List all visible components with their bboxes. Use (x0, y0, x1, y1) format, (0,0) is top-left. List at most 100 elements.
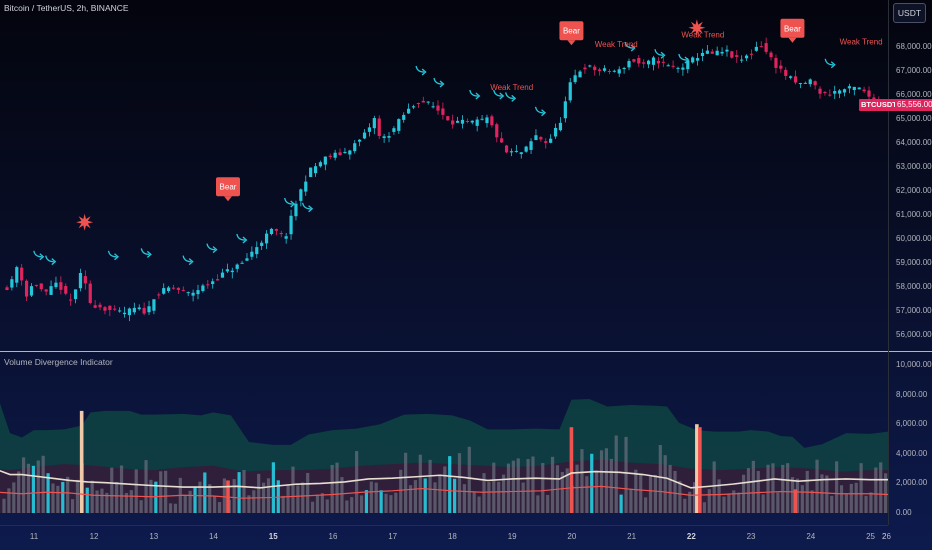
candle-body (744, 55, 749, 59)
volume-bar (639, 474, 643, 513)
volume-bar (17, 471, 21, 513)
volume-ma-line (0, 469, 888, 489)
price-axis-tick: 61,000.00 (896, 210, 932, 219)
trend-arrow-head (51, 258, 57, 266)
candle-body (642, 62, 646, 64)
volume-spike-bar (569, 427, 574, 513)
weak-trend-text: Weak Trend (681, 30, 724, 39)
volume-bar (580, 449, 584, 513)
volume-bar (291, 466, 295, 513)
volume-bar (830, 495, 834, 513)
candle-body (108, 305, 112, 311)
time-axis-tick: 22 (686, 532, 696, 541)
volume-bar (144, 460, 148, 513)
volume-spike-bar (695, 424, 699, 513)
volume-bar (310, 501, 315, 513)
price-axis-tick: 62,000.00 (896, 186, 932, 195)
candle-body (69, 299, 73, 301)
candle-body (558, 122, 563, 131)
candle-body (627, 61, 631, 68)
candle-body (323, 156, 327, 165)
candle-body (617, 69, 621, 74)
volume-axis-tick: 6,000.00 (896, 419, 928, 429)
candle-body (735, 55, 739, 57)
candle-body (480, 118, 484, 120)
candle-body (367, 127, 372, 132)
candle-body (162, 288, 166, 294)
candle-body (764, 43, 768, 52)
candle-body (622, 67, 626, 70)
trend-arrow-head (242, 236, 248, 244)
trend-arrow-head (290, 200, 296, 208)
candle-body (304, 181, 308, 192)
candle-body (20, 267, 24, 281)
candle-body (83, 276, 87, 284)
volume-bar (193, 486, 197, 513)
volume-bar (629, 488, 633, 513)
volume-bar (648, 476, 653, 513)
candle-body (402, 114, 406, 120)
candle-body (211, 281, 215, 285)
candle-body (152, 299, 156, 311)
volume-bar (26, 463, 31, 513)
candle-body (500, 138, 504, 143)
volume-bar (795, 478, 800, 513)
volume-bar (839, 485, 844, 513)
candle-body (436, 105, 440, 111)
volume-bar (531, 456, 535, 513)
volume-bar (345, 500, 349, 513)
volume-bar (21, 457, 26, 513)
candle-body (793, 76, 798, 83)
volume-bar (810, 490, 814, 513)
time-axis-tick: 26 (882, 532, 891, 541)
candle-body (39, 283, 43, 290)
volume-bar (761, 494, 765, 513)
time-axis-tick: 17 (388, 532, 398, 541)
volume-bar (849, 483, 853, 513)
candle-body (44, 289, 48, 292)
trend-arrow-icon (493, 89, 502, 97)
candle-body (103, 307, 107, 311)
volume-bar (56, 485, 60, 513)
candle-body (534, 135, 538, 141)
volume-bar (550, 456, 555, 513)
price-axis-tick: 58,000.00 (896, 282, 932, 291)
volume-bar (541, 463, 545, 513)
volume-bar (12, 482, 16, 513)
volume-spike-bar (793, 489, 798, 513)
volume-bar (506, 463, 511, 513)
currency-button[interactable]: USDT (893, 3, 926, 23)
time-axis-tick: 20 (567, 532, 577, 541)
indicator-title: Volume Divergence Indicator (4, 357, 113, 367)
time-axis-tick: 23 (746, 532, 756, 541)
candle-body (681, 67, 685, 70)
time-axis-tick: 12 (89, 532, 99, 541)
candle-body (833, 91, 837, 94)
candle-body (416, 103, 421, 105)
candle-body (73, 289, 78, 300)
volume-bar (75, 479, 80, 513)
price-axis-tick: 60,000.00 (896, 234, 932, 243)
volume-bar (702, 502, 706, 513)
candle-body (862, 89, 866, 92)
trend-arrow-icon (236, 233, 245, 241)
volume-bar (306, 472, 310, 513)
candle-body (446, 116, 450, 121)
trend-arrow-head (439, 80, 445, 88)
candle-body (377, 118, 381, 136)
time-axis-tick: 19 (507, 532, 517, 541)
trend-arrow-head (684, 56, 690, 64)
volume-bar (516, 458, 520, 513)
volume-axis-tick: 4,000.00 (896, 448, 928, 458)
candle-body (441, 108, 445, 115)
volume-bar (286, 484, 290, 513)
volume-bar (663, 455, 667, 513)
candle-body (15, 267, 19, 283)
candle-body (598, 69, 602, 71)
volume-bar (198, 481, 202, 513)
volume-bar (673, 471, 677, 513)
candle-body (29, 286, 34, 296)
volume-bar (208, 484, 212, 513)
volume-bar (90, 480, 94, 513)
volume-bar (173, 503, 178, 513)
